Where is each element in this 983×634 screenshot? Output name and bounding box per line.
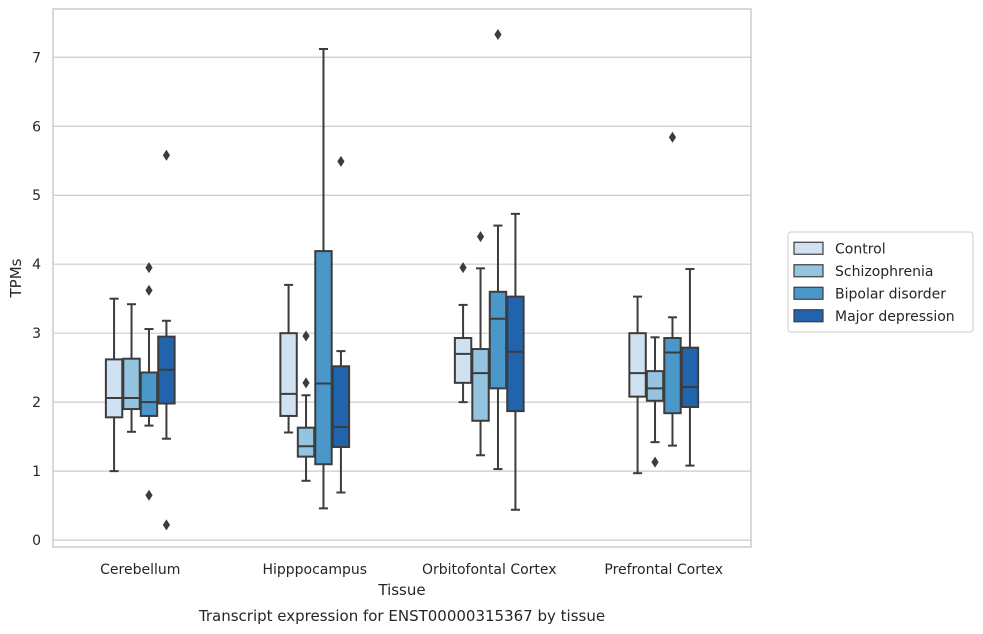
- box: [506, 212, 525, 511]
- y-tick-label: 5: [32, 188, 41, 204]
- legend-swatch: [793, 241, 824, 255]
- outlier-point: [337, 155, 345, 167]
- box-body: [104, 358, 124, 419]
- y-tick-labels: 0 1 2 3 4 5 6 7: [32, 50, 41, 549]
- legend-label: Control: [835, 241, 886, 257]
- y-tick-label: 7: [32, 50, 41, 66]
- box: [453, 262, 473, 404]
- box: [628, 295, 647, 475]
- box-body: [628, 332, 647, 398]
- box: [314, 48, 333, 510]
- x-axis-label: Tissue: [377, 581, 425, 599]
- outlier-point: [162, 149, 171, 161]
- legend-label: Major depression: [835, 309, 955, 325]
- box: [279, 283, 298, 434]
- box-body: [314, 250, 333, 466]
- box-body: [453, 337, 473, 384]
- outlier-point: [476, 231, 485, 243]
- outlier-point: [145, 489, 153, 501]
- legend: Control Schizophrenia Bipolar disorder Majo…: [787, 231, 974, 333]
- x-tick-label: Orbitofontal Cortex: [422, 562, 557, 578]
- box-body: [680, 346, 700, 408]
- legend-swatch: [793, 309, 824, 323]
- box-body: [663, 337, 682, 415]
- box: [488, 29, 508, 471]
- y-tick-label: 3: [32, 326, 41, 342]
- outlier-point: [494, 29, 502, 41]
- x-tick-labels: Cerebellum Hipppocampus Orbitofontal Corte…: [100, 562, 723, 578]
- box: [331, 155, 351, 494]
- box-body: [122, 357, 141, 411]
- legend-swatch: [793, 264, 824, 278]
- outlier-point: [651, 456, 659, 468]
- outlier-point: [162, 519, 171, 531]
- boxes: [104, 29, 700, 531]
- outlier-point: [302, 377, 310, 389]
- box-body: [506, 295, 525, 413]
- y-tick-label: 4: [32, 257, 41, 273]
- legend-swatch: [793, 286, 824, 300]
- box-body: [296, 426, 316, 458]
- outlier-point: [145, 284, 153, 296]
- chart-caption: Transcript expression for ENST0000031536…: [198, 607, 605, 625]
- box: [122, 303, 141, 433]
- y-tick-label: 0: [32, 533, 41, 549]
- box-body: [645, 370, 665, 402]
- x-tick-label: Cerebellum: [100, 562, 180, 578]
- y-tick-label: 6: [32, 119, 41, 135]
- y-tick-label: 1: [32, 464, 41, 480]
- box: [157, 149, 176, 531]
- y-axis-label: TPMs: [7, 258, 25, 298]
- box: [104, 297, 124, 473]
- box: [139, 262, 159, 501]
- box: [663, 131, 682, 447]
- plot-frame: [52, 8, 752, 548]
- outlier-point: [668, 131, 677, 143]
- box-body: [279, 332, 298, 417]
- box: [680, 268, 700, 467]
- box: [471, 231, 490, 457]
- box-body: [331, 365, 351, 448]
- box-body: [488, 290, 508, 390]
- y-tick-label: 2: [32, 395, 41, 411]
- outlier-point: [459, 262, 467, 274]
- gridlines: [53, 56, 751, 541]
- box-body: [471, 348, 490, 422]
- box-body: [139, 371, 159, 417]
- outlier-point: [302, 330, 310, 342]
- legend-frame: [787, 231, 974, 333]
- x-tick-label: Hipppocampus: [262, 562, 367, 578]
- legend-label: Schizophrenia: [835, 264, 933, 280]
- outlier-point: [145, 262, 153, 274]
- box: [296, 330, 316, 482]
- legend-label: Bipolar disorder: [835, 286, 946, 302]
- x-tick-label: Prefrontal Cortex: [604, 562, 723, 578]
- box: [645, 336, 665, 468]
